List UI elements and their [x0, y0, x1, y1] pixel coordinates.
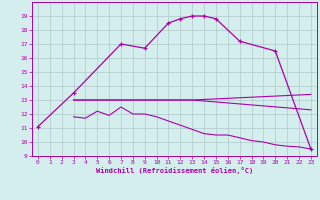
X-axis label: Windchill (Refroidissement éolien,°C): Windchill (Refroidissement éolien,°C): [96, 167, 253, 174]
